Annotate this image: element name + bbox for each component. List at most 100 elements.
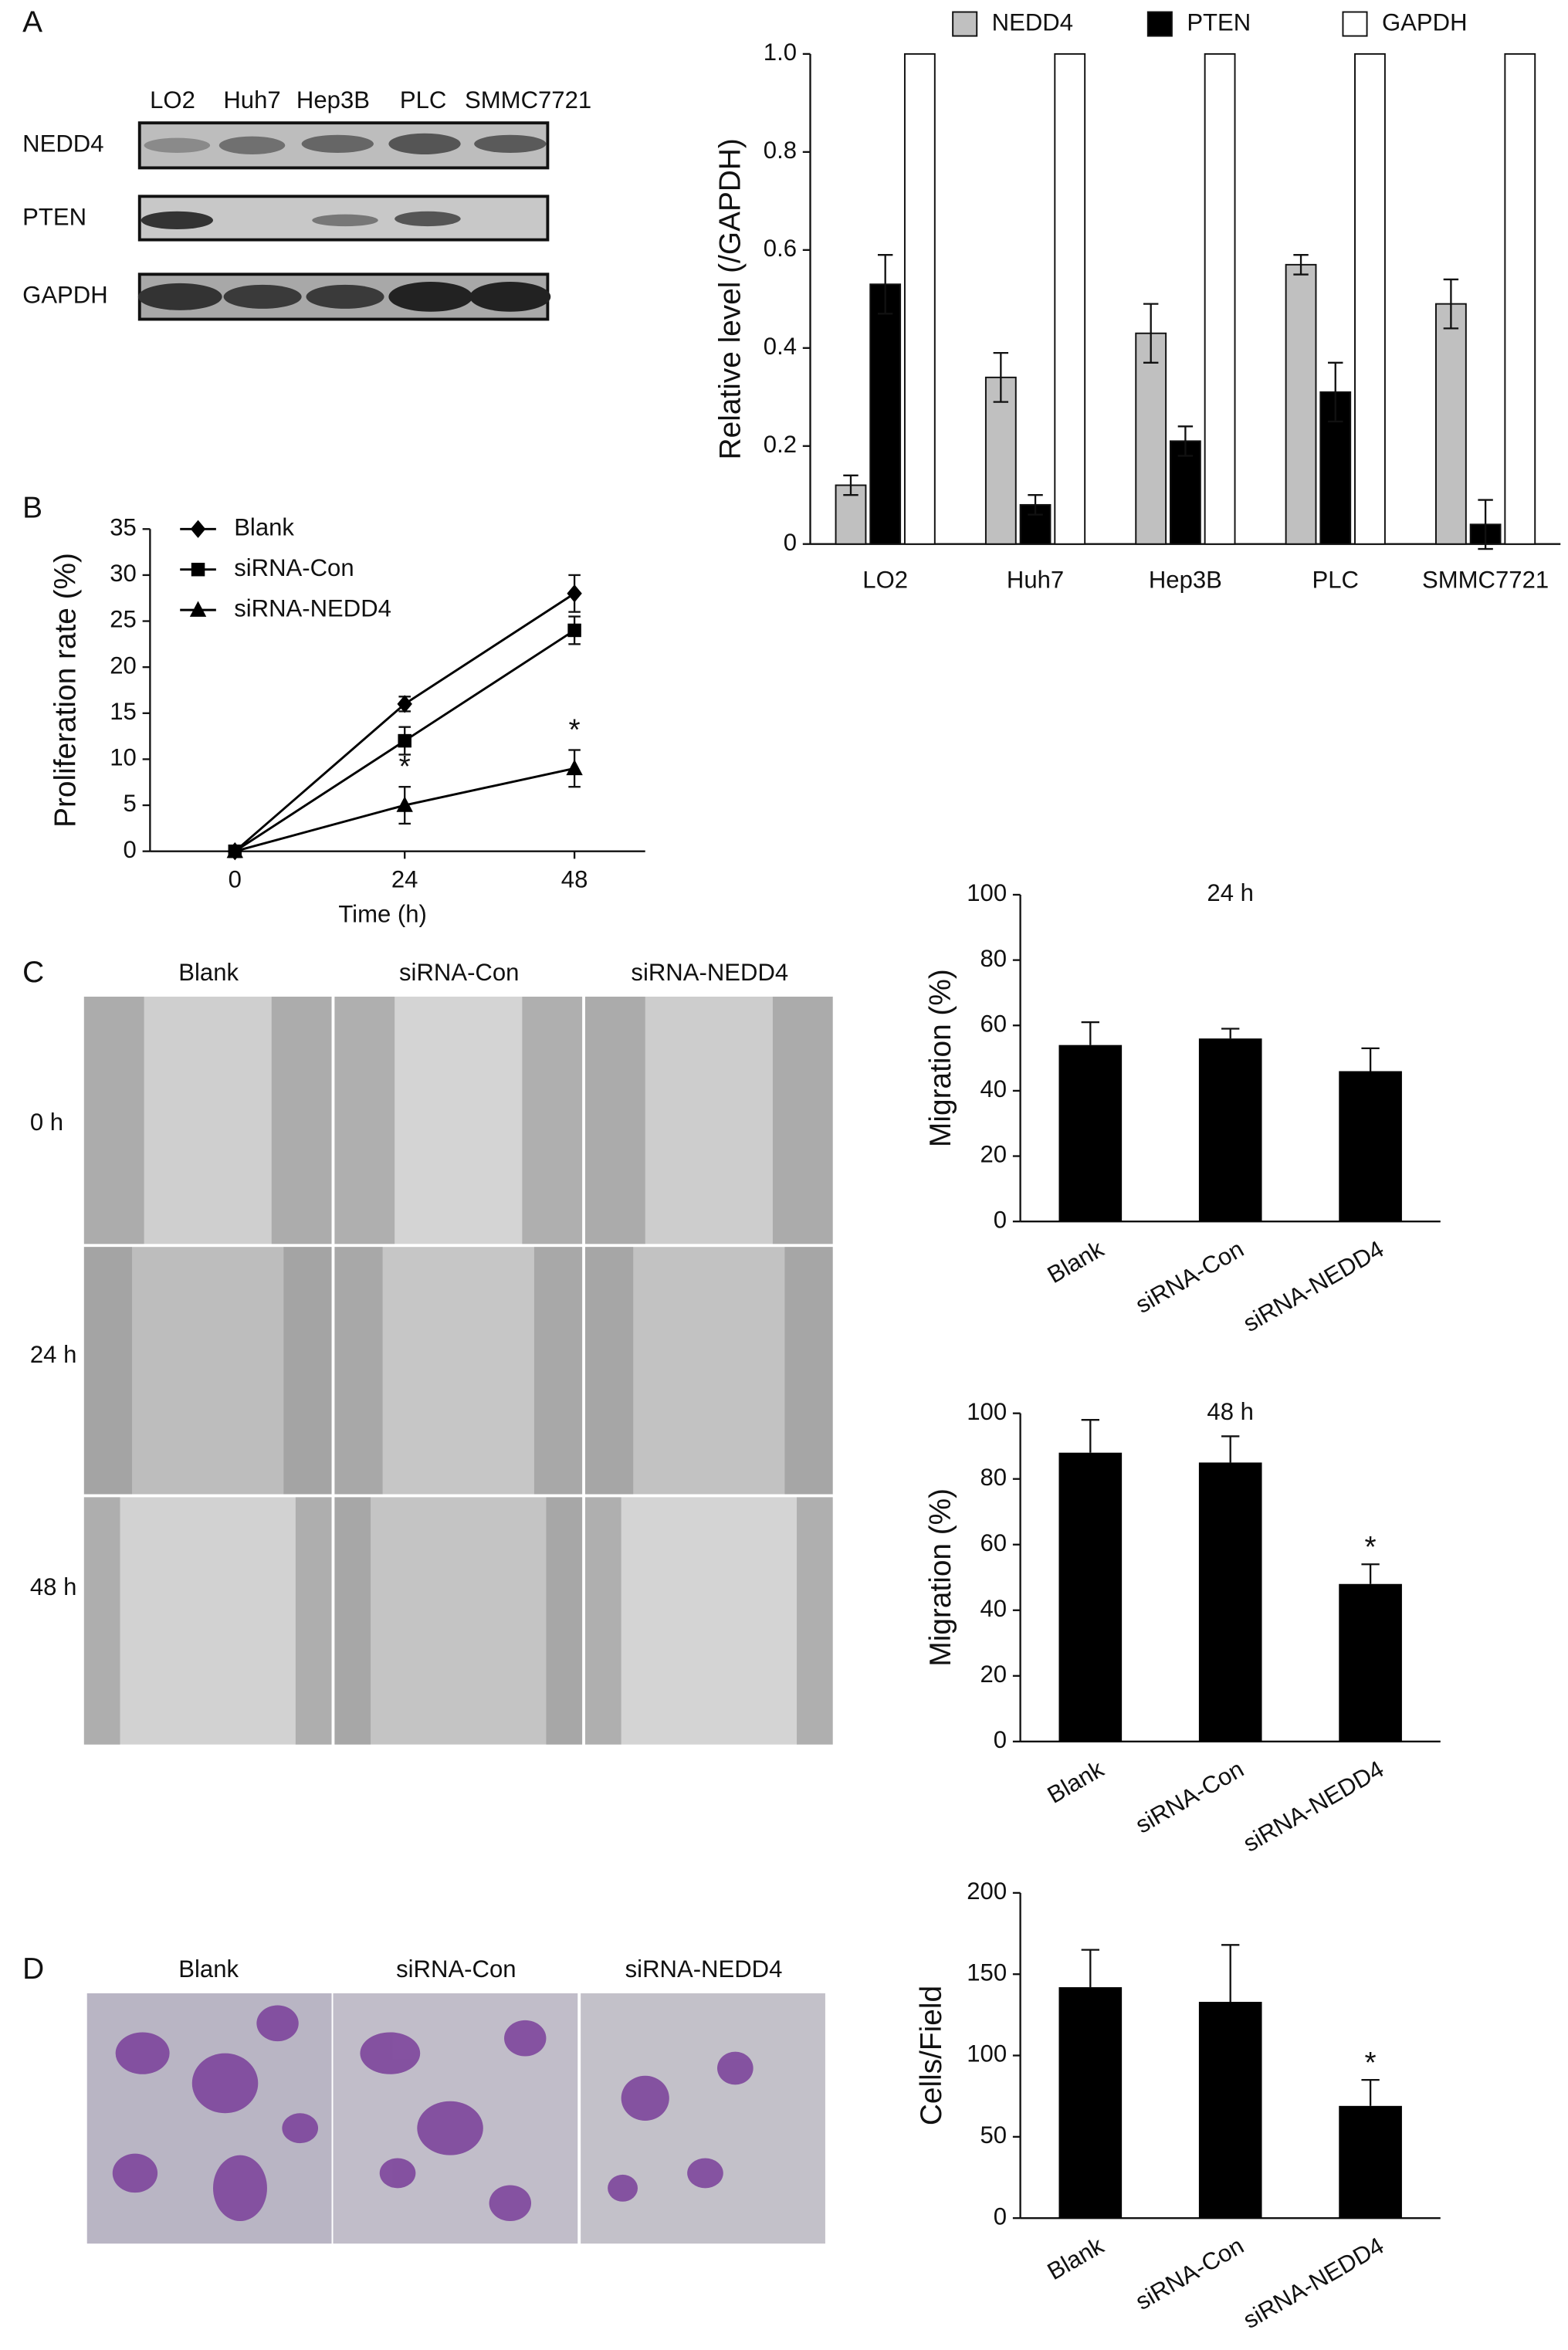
y-tick-label: 0 (994, 1726, 1007, 1753)
cell-front (546, 1497, 583, 1745)
bar (903, 52, 936, 545)
bar (1198, 2002, 1262, 2219)
lane-label: Huh7 (223, 86, 280, 113)
bar (1354, 52, 1386, 545)
panel-label: A (22, 5, 42, 39)
y-tick-label: 100 (967, 1398, 1007, 1425)
wound-images (83, 996, 833, 1745)
y-tick-label: 20 (110, 652, 137, 679)
y-tick-label: 10 (110, 744, 137, 771)
bar (1058, 1045, 1123, 1222)
y-tick-label: 0 (994, 1206, 1007, 1233)
y-tick-label: 60 (980, 1010, 1008, 1037)
column-label: siRNA-NEDD4 (631, 959, 788, 986)
panel-label: C (22, 956, 44, 989)
cell-front (797, 1497, 833, 1745)
y-tick-label: 0 (994, 2203, 1007, 2230)
x-tick-label: 0 (229, 866, 242, 893)
y-tick-label: 20 (980, 1141, 1008, 1168)
lane-label: Hep3B (296, 86, 370, 113)
y-tick-label: 0.4 (764, 333, 797, 360)
bar (869, 283, 902, 545)
y-tick-label: 0 (124, 836, 137, 863)
transwell-images (86, 1993, 825, 2244)
cell-front (83, 1497, 120, 1745)
significance: * (569, 713, 581, 747)
wound-image (334, 1497, 583, 1745)
bar (1285, 263, 1317, 545)
x-axis-label: Time (h) (338, 900, 427, 927)
legend-label: Blank (234, 514, 294, 541)
wound-image (83, 1497, 332, 1745)
bar (1198, 1038, 1262, 1222)
marker (567, 584, 582, 603)
legend-swatch (1342, 11, 1368, 37)
cell-front (271, 996, 332, 1244)
bar (1054, 52, 1086, 545)
y-tick-label: 40 (980, 1075, 1008, 1102)
y-axis-label: Proliferation rate (%) (49, 553, 83, 828)
cell-front (772, 996, 833, 1244)
legend-label: NEDD4 (992, 8, 1073, 36)
x-tick-label: siRNA-NEDD4 (1238, 2232, 1388, 2334)
y-tick-label: 60 (980, 1529, 1008, 1556)
y-tick-label: 100 (967, 2040, 1007, 2067)
significance: * (1365, 2047, 1377, 2080)
lane-label: SMMC7721 (465, 86, 591, 113)
x-tick-label: siRNA-Con (1131, 2232, 1248, 2315)
x-tick-label: Blank (1043, 1235, 1109, 1288)
legend-label: siRNA-NEDD4 (234, 594, 391, 621)
y-tick-label: 5 (124, 790, 137, 817)
y-tick-label: 15 (110, 698, 137, 725)
cell-front (533, 1247, 583, 1495)
y-tick-label: 30 (110, 560, 137, 587)
cell-front (334, 1247, 383, 1495)
cell-front (334, 996, 395, 1244)
marker (226, 842, 243, 858)
marker (397, 695, 412, 713)
y-tick-label: 0.2 (764, 431, 797, 458)
row-label: PTEN (22, 204, 86, 231)
column-label: Blank (178, 1956, 239, 1983)
y-tick-label: 0 (784, 529, 797, 556)
column-label: siRNA-Con (396, 1956, 516, 1983)
bar (1198, 1462, 1262, 1742)
significance: * (1365, 1531, 1377, 1564)
y-tick-label: 100 (967, 879, 1007, 906)
x-tick-label: PLC (1312, 566, 1359, 593)
chart-title: 24 h (1207, 879, 1254, 906)
y-tick-label: 35 (110, 514, 137, 541)
bar (1169, 440, 1201, 545)
lane-label: PLC (400, 86, 446, 113)
x-tick-label: Hep3B (1149, 566, 1222, 593)
x-tick-label: siRNA-NEDD4 (1238, 1235, 1388, 1337)
cell-front (584, 1247, 634, 1495)
x-tick-label: Huh7 (1007, 566, 1064, 593)
column-label: siRNA-NEDD4 (625, 1956, 783, 1983)
cell-front (784, 1247, 833, 1495)
bar (984, 376, 1017, 545)
row-label: 48 h (30, 1573, 77, 1600)
bar (1058, 1987, 1123, 2219)
x-tick-label: Blank (1043, 2232, 1109, 2285)
y-tick-label: 50 (980, 2121, 1008, 2149)
cell-front (334, 1497, 371, 1745)
legend-marker (191, 562, 205, 577)
y-tick-label: 80 (980, 945, 1008, 972)
y-axis-label: Migration (%) (924, 969, 957, 1147)
y-tick-label: 40 (980, 1595, 1008, 1622)
y-tick-label: 0.8 (764, 137, 797, 164)
y-tick-label: 150 (967, 1959, 1007, 1986)
lane-label: LO2 (150, 86, 195, 113)
y-tick-label: 80 (980, 1464, 1008, 1491)
bar (1434, 303, 1467, 545)
y-axis-label: Cells/Field (915, 1986, 948, 2125)
blot-bands (137, 133, 551, 312)
row-label: 0 h (30, 1109, 63, 1136)
row-label: NEDD4 (22, 130, 103, 157)
x-tick-label: siRNA-Con (1131, 1756, 1248, 1839)
legend-marker (190, 520, 206, 538)
legend-swatch (952, 11, 978, 37)
panel-label: B (22, 491, 42, 524)
cell-front (522, 996, 583, 1244)
